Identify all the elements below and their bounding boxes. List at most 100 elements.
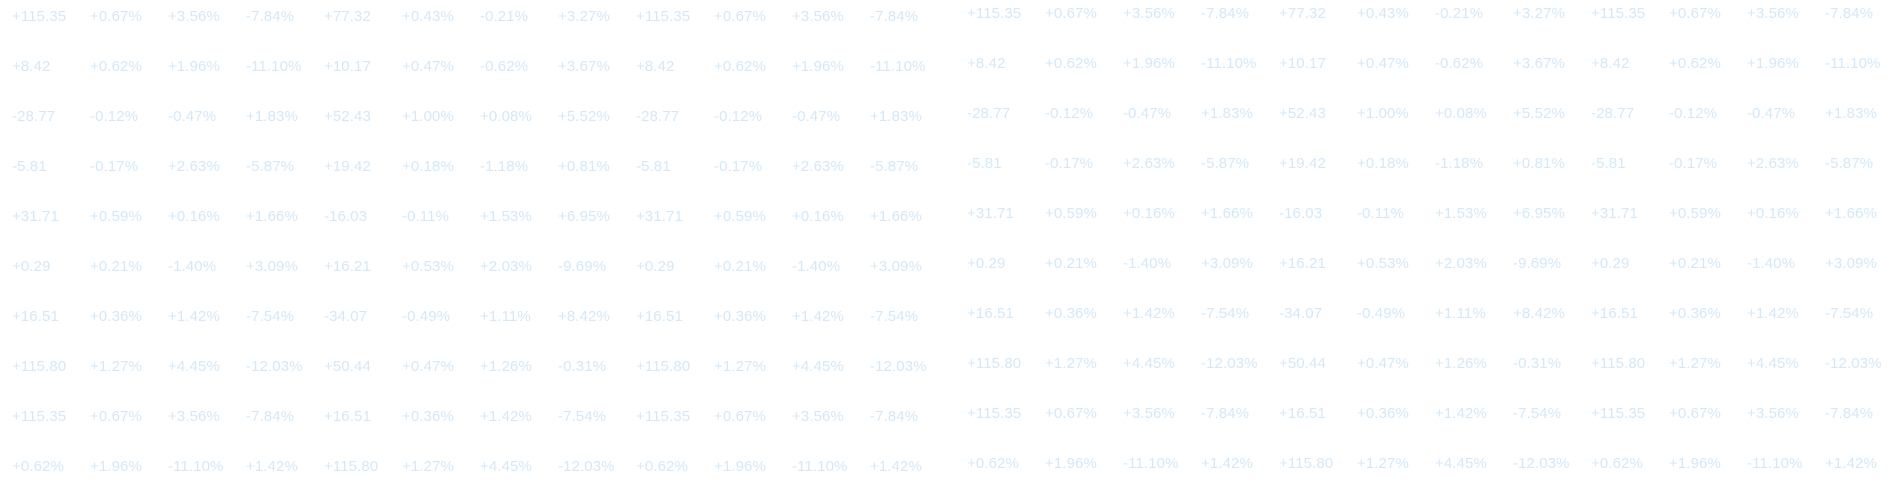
ticker-value-right-r7-c9: +1.27% [1669, 355, 1721, 372]
ticker-value-right-r0-c4: +77.32 [1279, 5, 1326, 22]
ticker-value-right-r9-c2: -11.10% [1123, 455, 1179, 472]
ticker-value-left-r9-c7: -12.03% [558, 458, 615, 475]
ticker-value-left-r3-c11: -5.87% [870, 158, 919, 175]
ticker-value-right-r2-c1: -0.12% [1045, 105, 1094, 122]
ticker-value-right-r2-c11: +1.83% [1825, 105, 1877, 122]
ticker-value-right-r6-c7: +8.42% [1513, 305, 1565, 322]
ticker-value-right-r0-c8: +115.35 [1591, 5, 1646, 22]
ticker-value-right-r4-c7: +6.95% [1513, 205, 1565, 222]
ticker-value-right-r0-c7: +3.27% [1513, 5, 1565, 22]
ticker-value-right-r8-c5: +0.36% [1357, 405, 1409, 422]
ticker-value-left-r0-c7: +3.27% [558, 8, 610, 25]
ticker-value-left-r3-c8: -5.81 [636, 158, 671, 175]
ticker-value-right-r2-c2: -0.47% [1123, 105, 1172, 122]
ticker-value-left-r6-c10: +1.42% [792, 308, 844, 325]
ticker-value-left-r8-c1: +0.67% [90, 408, 142, 425]
ticker-block-right: +115.35 +0.67% +3.56% -7.84% +77.32 +0.43% -0.… [967, 0, 1903, 489]
ticker-value-right-r3-c0: -5.81 [967, 155, 1002, 172]
ticker-value-right-r4-c0: +31.71 [967, 205, 1014, 222]
ticker-value-left-r8-c11: -7.84% [870, 408, 919, 425]
ticker-value-right-r5-c0: +0.29 [967, 255, 1006, 272]
ticker-value-left-r2-c1: -0.12% [90, 108, 139, 125]
ticker-value-right-r8-c9: +0.67% [1669, 405, 1721, 422]
ticker-value-right-r5-c6: +2.03% [1435, 255, 1487, 272]
ticker-value-left-r3-c0: -5.81 [12, 158, 47, 175]
ticker-value-left-r1-c11: -11.10% [870, 58, 926, 75]
ticker-value-left-r7-c11: -12.03% [870, 358, 927, 375]
ticker-value-right-r6-c4: -34.07 [1279, 305, 1323, 322]
ticker-value-right-r5-c10: -1.40% [1747, 255, 1796, 272]
ticker-value-right-r3-c1: -0.17% [1045, 155, 1094, 172]
ticker-value-right-r3-c2: +2.63% [1123, 155, 1175, 172]
ticker-value-right-r3-c5: +0.18% [1357, 155, 1409, 172]
ticker-value-right-r5-c3: +3.09% [1201, 255, 1253, 272]
ticker-value-left-r7-c3: -12.03% [246, 358, 303, 375]
ticker-value-right-r1-c3: -11.10% [1201, 55, 1257, 72]
ticker-value-left-r4-c1: +0.59% [90, 208, 142, 225]
ticker-value-right-r2-c7: +5.52% [1513, 105, 1565, 122]
ticker-value-right-r9-c8: +0.62% [1591, 455, 1643, 472]
ticker-value-left-r6-c4: -34.07 [324, 308, 368, 325]
ticker-value-left-r6-c2: +1.42% [168, 308, 220, 325]
ticker-value-right-r5-c5: +0.53% [1357, 255, 1409, 272]
ticker-value-left-r2-c5: +1.00% [402, 108, 454, 125]
ticker-value-left-r6-c3: -7.54% [246, 308, 295, 325]
ticker-value-right-r1-c2: +1.96% [1123, 55, 1175, 72]
ticker-value-left-r1-c3: -11.10% [246, 58, 302, 75]
ticker-value-right-r0-c9: +0.67% [1669, 5, 1721, 22]
ticker-value-left-r5-c4: +16.21 [324, 258, 371, 275]
ticker-value-right-r6-c2: +1.42% [1123, 305, 1175, 322]
ticker-value-left-r9-c0: +0.62% [12, 458, 64, 475]
ticker-value-right-r9-c9: +1.96% [1669, 455, 1721, 472]
ticker-value-left-r2-c9: -0.12% [714, 108, 763, 125]
ticker-value-left-r4-c2: +0.16% [168, 208, 220, 225]
ticker-value-left-r9-c10: -11.10% [792, 458, 848, 475]
ticker-value-right-r7-c6: +1.26% [1435, 355, 1487, 372]
ticker-value-right-r3-c3: -5.87% [1201, 155, 1250, 172]
ticker-value-right-r0-c0: +115.35 [967, 5, 1022, 22]
ticker-value-left-r1-c10: +1.96% [792, 58, 844, 75]
ticker-block-left: +115.35 +0.67% +3.56% -7.84% +77.32 +0.43% -0.… [12, 0, 948, 492]
ticker-value-left-r9-c9: +1.96% [714, 458, 766, 475]
ticker-value-left-r7-c1: +1.27% [90, 358, 142, 375]
ticker-value-left-r3-c9: -0.17% [714, 158, 763, 175]
ticker-value-right-r1-c10: +1.96% [1747, 55, 1799, 72]
ticker-value-right-r1-c7: +3.67% [1513, 55, 1565, 72]
ticker-value-left-r3-c2: +2.63% [168, 158, 220, 175]
ticker-value-right-r9-c3: +1.42% [1201, 455, 1253, 472]
ticker-value-left-r9-c4: +115.80 [324, 458, 379, 475]
ticker-value-left-r6-c6: +1.11% [480, 308, 531, 325]
ticker-value-left-r0-c4: +77.32 [324, 8, 371, 25]
ticker-value-left-r2-c8: -28.77 [636, 108, 680, 125]
ticker-value-right-r4-c2: +0.16% [1123, 205, 1175, 222]
ticker-value-left-r5-c3: +3.09% [246, 258, 298, 275]
ticker-value-right-r3-c8: -5.81 [1591, 155, 1626, 172]
ticker-value-right-r5-c7: -9.69% [1513, 255, 1562, 272]
ticker-value-left-r4-c8: +31.71 [636, 208, 683, 225]
ticker-value-left-r5-c1: +0.21% [90, 258, 142, 275]
ticker-value-right-r8-c7: -7.54% [1513, 405, 1562, 422]
ticker-value-right-r6-c10: +1.42% [1747, 305, 1799, 322]
ticker-value-left-r9-c11: +1.42% [870, 458, 922, 475]
ticker-value-right-r8-c6: +1.42% [1435, 405, 1487, 422]
ticker-value-left-r9-c2: -11.10% [168, 458, 224, 475]
ticker-value-right-r8-c4: +16.51 [1279, 405, 1326, 422]
ticker-value-right-r7-c11: -12.03% [1825, 355, 1882, 372]
ticker-value-left-r6-c0: +16.51 [12, 308, 59, 325]
ticker-value-left-r5-c2: -1.40% [168, 258, 217, 275]
ticker-value-left-r2-c2: -0.47% [168, 108, 217, 125]
ticker-value-right-r2-c6: +0.08% [1435, 105, 1487, 122]
ticker-value-left-r8-c8: +115.35 [636, 408, 691, 425]
ticker-value-left-r8-c3: -7.84% [246, 408, 295, 425]
ticker-value-right-r1-c8: +8.42 [1591, 55, 1630, 72]
ticker-value-left-r7-c10: +4.45% [792, 358, 844, 375]
ticker-value-left-r0-c0: +115.35 [12, 8, 67, 25]
ticker-value-right-r1-c9: +0.62% [1669, 55, 1721, 72]
ticker-value-right-r1-c11: -11.10% [1825, 55, 1881, 72]
ticker-value-right-r0-c3: -7.84% [1201, 5, 1250, 22]
ticker-value-left-r0-c8: +115.35 [636, 8, 691, 25]
ticker-value-left-r8-c5: +0.36% [402, 408, 454, 425]
ticker-value-right-r2-c3: +1.83% [1201, 105, 1253, 122]
ticker-value-left-r2-c0: -28.77 [12, 108, 56, 125]
ticker-value-left-r0-c3: -7.84% [246, 8, 295, 25]
